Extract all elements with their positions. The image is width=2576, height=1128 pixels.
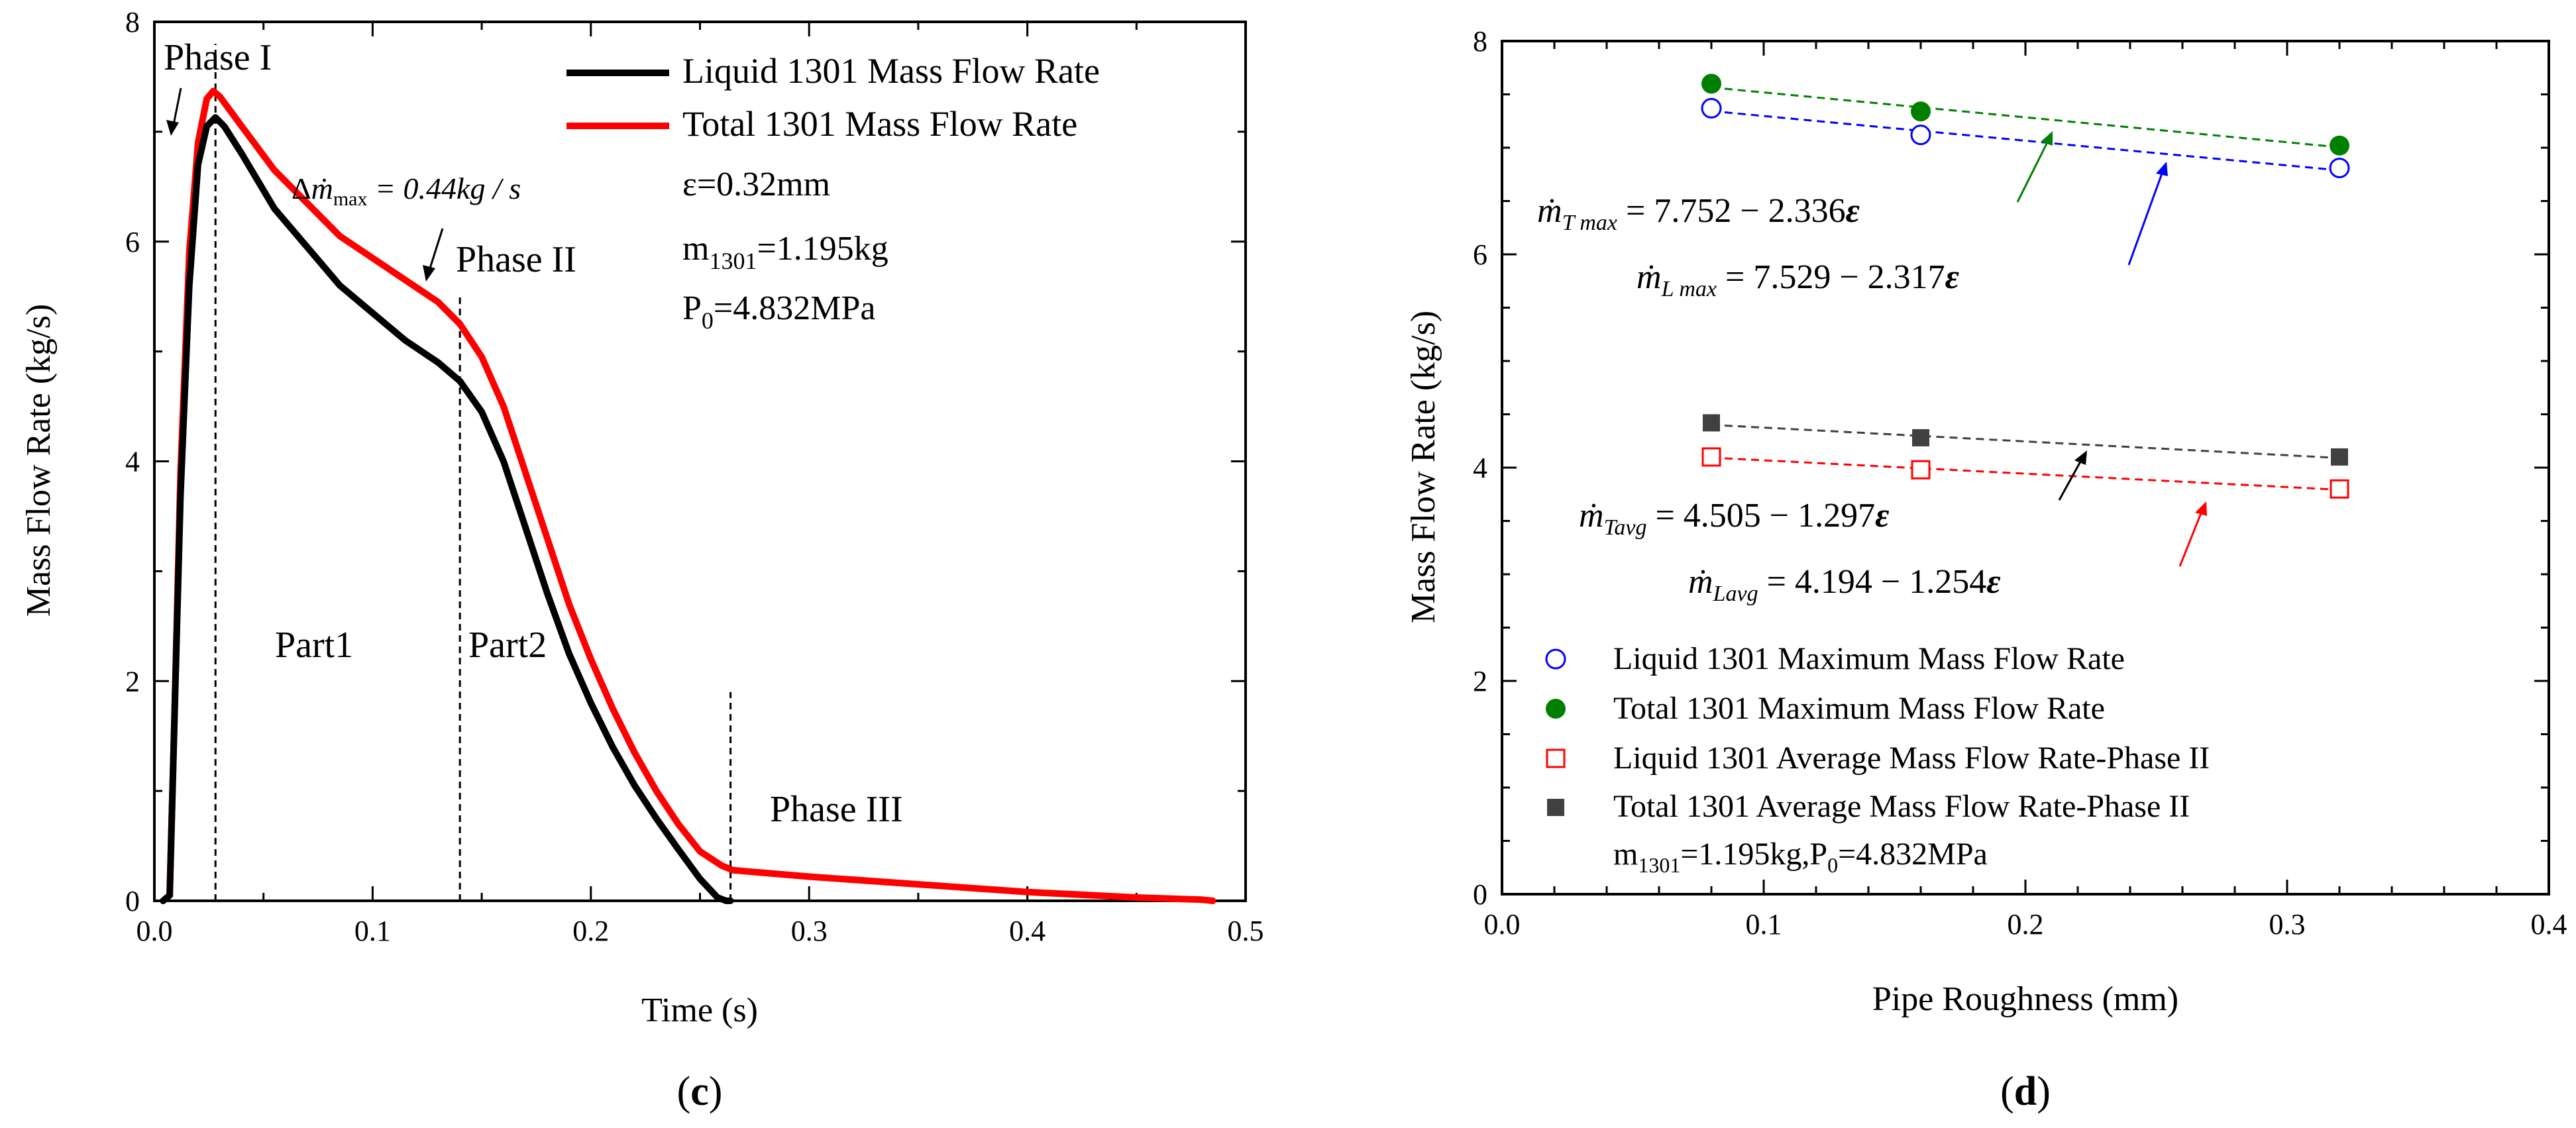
c-xtick-label: 0.5 [1228,915,1264,947]
part-2-label: Part2 [468,625,547,666]
epsilon-label: ε=0.32mm [682,166,830,203]
d-ytick-label: 8 [1473,25,1487,58]
pressure-label: P0=4.832MPa [682,289,875,334]
c-ytick-label: 4 [125,446,140,478]
legend-marker-lmax [1545,648,1566,670]
delta-annotation: Δṁmax = 0.44kg / s [292,172,521,210]
equation-lavg: ṁLavg = 4.194 − 1.254ε [1688,563,2001,606]
fit-lines-d [1711,86,2340,491]
phase-1-label: Phase I [164,37,272,78]
y-ticks-d: 0 2 4 6 8 [1473,25,2549,911]
arrow-tavg [2058,461,2082,501]
series-lines-c [160,87,1216,904]
c-ytick-label: 6 [125,226,140,258]
marker-tmax [2330,135,2349,156]
arrowhead-lavg [2195,501,2207,516]
marker-lavg [1911,460,1931,480]
c-xtick-label: 0.1 [354,915,391,947]
c-ytick-label: 2 [125,665,140,697]
panel-label-c: (c) [677,1069,723,1114]
marker-lmax [1701,97,1722,119]
markers-d [1701,74,2350,499]
legend-note: m1301=1.195kg,P0=4.832MPa [1613,837,1988,877]
arrowhead-tavg [2074,450,2087,465]
x-ticks-d: 0.0 0.1 0.2 0.3 0.4 [1484,41,2567,941]
marker-tavg [1912,429,1929,446]
legend-label-liquid: Liquid 1301 Mass Flow Rate [682,51,1100,91]
legend-label-tavg: Total 1301 Average Mass Flow Rate-Phase … [1613,789,2190,824]
d-xtick-label: 0.1 [1746,908,1782,941]
arrowhead-lmax [2156,162,2168,176]
d-xtick-label: 0.4 [2531,908,2567,941]
marker-tavg [2331,448,2348,466]
part-1-label: Part1 [275,625,353,666]
legend-marker-tmax [1546,699,1566,719]
c-ytick-label: 8 [125,6,140,38]
panel-label-d: (d) [2000,1069,2051,1114]
panel-d: 0.0 0.1 0.2 0.3 0.4 0 2 4 6 8 Pipe Roughness (mm… [1405,25,2567,1114]
c-xtick-label: 0.4 [1009,915,1046,947]
marker-tavg [1703,414,1720,432]
x-ticks-c: 0.0 0.1 0.2 0.3 0.4 0.5 [136,22,1264,947]
phase-2-label: Phase II [456,239,576,280]
c-ytick-label: 0 [125,885,140,917]
fit-line-tavg [1711,423,2340,460]
marker-lavg [2330,479,2349,499]
y-axis-title-d: Mass Flow Rate (kg/s) [1405,311,1442,623]
d-ytick-label: 4 [1473,452,1487,484]
equation-lmax: ṁL max = 7.529 − 2.317ε [1637,258,1959,301]
c-xtick-label: 0.3 [791,915,828,947]
mass-label: m1301=1.195kg [682,230,888,274]
arrowhead-tmax [2041,131,2053,146]
c-xtick-label: 0.2 [572,915,609,947]
equation-tavg: ṁTavg = 4.505 − 1.297ε [1579,497,1889,540]
legend-label-total: Total 1301 Mass Flow Rate [682,104,1077,144]
legend-label-lmax: Liquid 1301 Maximum Mass Flow Rate [1613,641,2125,676]
d-ytick-label: 2 [1473,665,1487,697]
marker-tmax [1911,101,1931,122]
plot-frame-c [153,21,1247,902]
phase-3-label: Phase III [770,789,903,830]
phase-1-arrowhead [166,120,179,136]
x-axis-title-d: Pipe Roughness (mm) [1872,980,2178,1018]
legend-marker-tavg [1547,799,1564,816]
legend-label-tmax: Total 1301 Maximum Mass Flow Rate [1613,691,2105,726]
c-xtick-label: 0.0 [136,915,173,947]
d-ytick-label: 0 [1473,878,1487,911]
d-xtick-label: 0.3 [2269,908,2306,941]
d-xtick-label: 0.2 [2008,908,2044,941]
fit-line-tmax [1711,86,2340,148]
phase-2-arrow [428,228,444,271]
y-axis-title-c: Mass Flow Rate (kg/s) [20,304,58,617]
d-ytick-label: 6 [1473,238,1487,271]
legend-label-lavg: Liquid 1301 Average Mass Flow Rate-Phase… [1613,741,2210,776]
fit-line-lavg [1711,456,2340,491]
d-xtick-label: 0.0 [1484,908,1521,941]
phase-2-arrowhead [423,265,435,282]
x-axis-title-c: Time (s) [641,992,758,1029]
panel-c: 0.0 0.1 0.2 0.3 0.4 0.5 0 2 4 6 8 Time (s) Mass F… [20,6,1264,1114]
arrow-tmax [2016,142,2049,203]
phase-1-arrow [172,87,182,125]
marker-lmax [2329,158,2350,179]
arrow-lavg [2178,513,2202,567]
marker-lmax [1910,125,1931,146]
marker-tmax [1701,74,1721,94]
legend-marker-lavg [1546,748,1566,768]
marker-lavg [1701,447,1721,467]
equation-tmax: ṁT max = 7.752 − 2.336ε [1537,192,1860,235]
series-line-liquid [160,114,734,904]
series-line-total [160,87,1216,904]
arrow-lmax [2127,173,2163,266]
fit-line-lmax [1711,110,2340,172]
